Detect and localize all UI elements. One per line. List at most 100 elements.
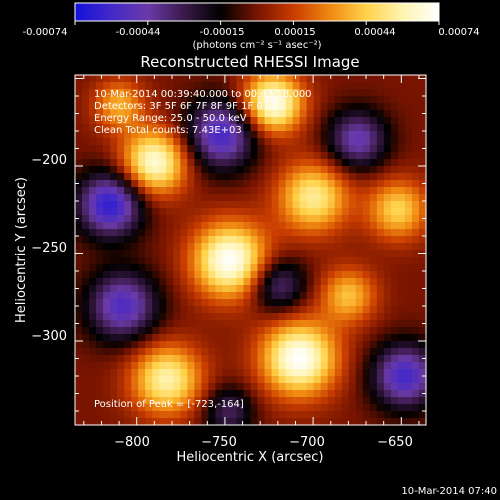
heatmap-cell — [229, 292, 238, 300]
heatmap-cell — [278, 103, 287, 111]
heatmap-cell — [404, 243, 413, 251]
heatmap-cell — [320, 117, 329, 125]
heatmap-cell — [285, 418, 294, 426]
heatmap-cell — [145, 173, 153, 181]
heatmap-cell — [390, 285, 399, 293]
heatmap-cell — [404, 411, 413, 419]
heatmap-cell — [194, 264, 202, 272]
heatmap-cell — [208, 369, 216, 377]
heatmap-cell — [152, 145, 160, 153]
heatmap-cell — [75, 208, 83, 216]
heatmap-cell — [138, 411, 146, 419]
heatmap-cell — [82, 376, 90, 384]
heatmap-cell — [369, 327, 378, 335]
heatmap-cell — [145, 96, 153, 104]
heatmap-cell — [180, 215, 188, 223]
heatmap-cell — [348, 110, 357, 118]
heatmap-cell — [292, 159, 301, 167]
heatmap-cell — [383, 278, 392, 286]
heatmap-cell — [334, 418, 343, 426]
heatmap-cell — [96, 117, 104, 125]
heatmap-cell — [250, 306, 259, 314]
heatmap-cell — [215, 313, 224, 321]
colorbar-tick-label: -0.00015 — [200, 27, 245, 38]
heatmap-cell — [411, 341, 420, 349]
heatmap-cell — [131, 250, 139, 258]
heatmap-cell — [271, 208, 280, 216]
heatmap-cell — [320, 383, 329, 391]
heatmap-cell — [124, 152, 132, 160]
heatmap-cell — [117, 208, 125, 216]
heatmap-cell — [131, 418, 139, 426]
heatmap-cell — [327, 103, 336, 111]
heatmap-cell — [152, 411, 160, 419]
heatmap-cell — [145, 117, 153, 125]
heatmap-cell — [194, 355, 202, 363]
heatmap-cell — [166, 383, 174, 391]
heatmap-cell — [215, 418, 224, 426]
heatmap-cell — [334, 215, 343, 223]
heatmap-cell — [397, 404, 406, 412]
heatmap-cell — [250, 313, 259, 321]
heatmap-cell — [327, 166, 336, 174]
heatmap-cell — [348, 250, 357, 258]
heatmap-cell — [313, 194, 322, 202]
heatmap-cell — [411, 75, 420, 83]
heatmap-cell — [145, 138, 153, 146]
heatmap-cell — [264, 404, 273, 412]
heatmap-cell — [89, 369, 97, 377]
heatmap-cell — [110, 327, 118, 335]
heatmap-cell — [320, 82, 329, 90]
heatmap-cell — [264, 236, 273, 244]
heatmap-cell — [124, 173, 132, 181]
heatmap-cell — [278, 215, 287, 223]
heatmap-cell — [327, 292, 336, 300]
heatmap-cell — [187, 110, 195, 118]
heatmap-cell — [89, 264, 97, 272]
heatmap-cell — [376, 376, 385, 384]
heatmap-cell — [173, 355, 181, 363]
heatmap-cell — [383, 194, 392, 202]
heatmap-cell — [117, 404, 125, 412]
heatmap-cell — [152, 376, 160, 384]
heatmap-cell — [194, 159, 202, 167]
heatmap-cell — [299, 383, 308, 391]
heatmap-cell — [369, 159, 378, 167]
heatmap-cell — [131, 292, 139, 300]
heatmap-cell — [320, 96, 329, 104]
heatmap-cell — [110, 341, 118, 349]
heatmap-cell — [411, 166, 420, 174]
heatmap-cell — [96, 320, 104, 328]
heatmap-cell — [222, 320, 231, 328]
heatmap-cell — [257, 166, 266, 174]
heatmap-cell — [404, 124, 413, 132]
heatmap-cell — [166, 341, 174, 349]
heatmap-cell — [278, 124, 287, 132]
heatmap-cell — [306, 110, 315, 118]
heatmap-cell — [236, 159, 245, 167]
heatmap-cell — [327, 187, 336, 195]
heatmap-cell — [376, 418, 385, 426]
heatmap-cell — [201, 208, 209, 216]
heatmap-cell — [418, 236, 427, 244]
heatmap-cell — [271, 229, 280, 237]
heatmap-cell — [292, 411, 301, 419]
heatmap-cell — [75, 418, 83, 426]
heatmap-cell — [187, 229, 195, 237]
heatmap-cell — [131, 362, 139, 370]
heatmap-cell — [383, 397, 392, 405]
heatmap-cell — [348, 404, 357, 412]
heatmap-cell — [124, 362, 132, 370]
heatmap-cell — [334, 229, 343, 237]
heatmap-cell — [313, 306, 322, 314]
heatmap-cell — [390, 103, 399, 111]
timestamp-label: 10-Mar-2014 07:40 — [401, 486, 497, 497]
heatmap-cell — [313, 418, 322, 426]
heatmap-cell — [152, 418, 160, 426]
heatmap-cell — [418, 348, 427, 356]
heatmap-cell — [124, 131, 132, 139]
heatmap-cell — [257, 152, 266, 160]
heatmap-cell — [229, 222, 238, 230]
heatmap-cell — [348, 320, 357, 328]
heatmap-cell — [124, 229, 132, 237]
